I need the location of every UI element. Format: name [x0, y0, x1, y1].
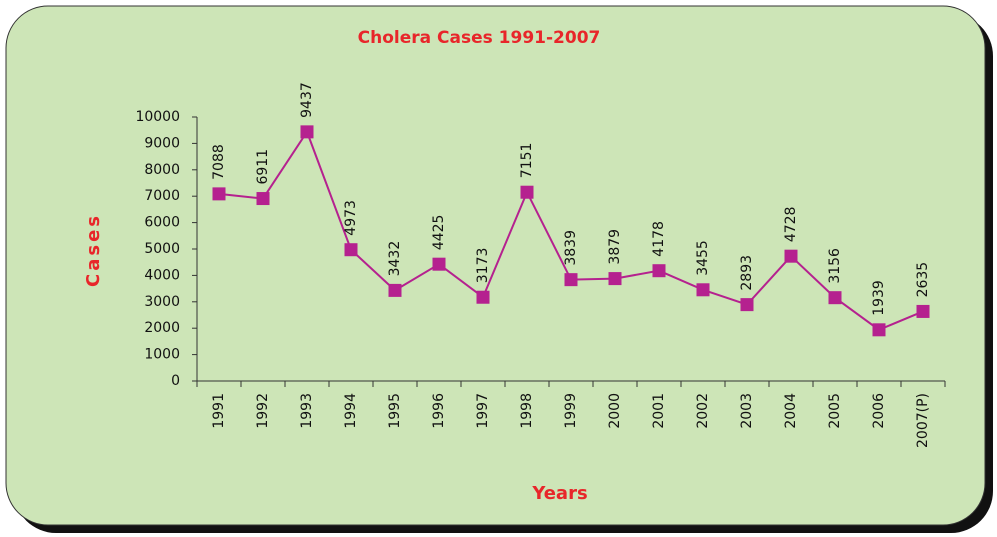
y-tick-label: 2000 — [144, 320, 180, 336]
x-tick-label: 2004 — [783, 393, 799, 429]
y-tick-label: 10000 — [135, 109, 180, 125]
data-label: 4425 — [431, 215, 447, 251]
marker — [256, 192, 270, 206]
data-label: 3839 — [563, 230, 579, 266]
marker — [476, 290, 490, 304]
x-tick-label: 1991 — [211, 393, 227, 429]
x-tick-label: 1999 — [563, 393, 579, 429]
x-tick-label: 2003 — [739, 393, 755, 429]
chart-title: Cholera Cases 1991-2007 — [358, 28, 601, 48]
marker — [608, 272, 622, 286]
data-label: 9437 — [299, 82, 315, 118]
marker — [916, 304, 930, 318]
data-label: 6911 — [255, 149, 271, 185]
data-label: 2893 — [739, 255, 755, 291]
marker — [740, 298, 754, 312]
y-axis-title: Cases — [83, 213, 104, 287]
marker — [872, 323, 886, 337]
y-tick-label: 9000 — [144, 135, 180, 151]
data-label: 3455 — [695, 240, 711, 276]
data-label: 1939 — [871, 280, 887, 316]
x-tick-label: 1993 — [299, 393, 315, 429]
x-tick-label: 1995 — [387, 393, 403, 429]
data-label: 3432 — [387, 241, 403, 277]
y-tick-label: 5000 — [144, 241, 180, 257]
y-tick-label: 1000 — [144, 347, 180, 363]
y-tick-label: 6000 — [144, 215, 180, 231]
y-tick-label: 0 — [171, 373, 180, 389]
data-label: 7088 — [211, 144, 227, 180]
x-tick-label: 2001 — [651, 393, 667, 429]
x-tick-label: 1996 — [431, 393, 447, 429]
data-label: 4178 — [651, 221, 667, 257]
marker — [300, 125, 314, 139]
x-tick-label: 2006 — [871, 393, 887, 429]
x-tick-label: 2007(P) — [915, 393, 931, 448]
marker — [564, 273, 578, 287]
x-tick-label: 1992 — [255, 393, 271, 429]
marker — [388, 283, 402, 297]
marker — [784, 249, 798, 263]
x-tick-label: 1998 — [519, 393, 535, 429]
x-axis-title: Years — [531, 483, 587, 504]
x-tick-label: 2005 — [827, 393, 843, 429]
data-label: 3156 — [827, 248, 843, 284]
y-tick-label: 8000 — [144, 162, 180, 178]
marker — [828, 291, 842, 305]
x-tick-label: 1994 — [343, 393, 359, 429]
marker — [432, 257, 446, 271]
x-tick-label: 1997 — [475, 393, 491, 429]
data-label: 2635 — [915, 262, 931, 298]
x-tick-label: 2002 — [695, 393, 711, 429]
y-tick-label: 4000 — [144, 267, 180, 283]
marker — [696, 283, 710, 297]
data-label: 3173 — [475, 248, 491, 284]
marker — [212, 187, 226, 201]
marker — [344, 243, 358, 257]
data-label: 4728 — [783, 207, 799, 243]
data-label: 4973 — [343, 200, 359, 236]
data-label: 3879 — [607, 229, 623, 265]
data-label: 7151 — [519, 143, 535, 179]
marker — [520, 185, 534, 199]
x-tick-label: 2000 — [607, 393, 623, 429]
marker — [652, 264, 666, 278]
y-tick-label: 7000 — [144, 188, 180, 204]
y-tick-label: 3000 — [144, 294, 180, 310]
